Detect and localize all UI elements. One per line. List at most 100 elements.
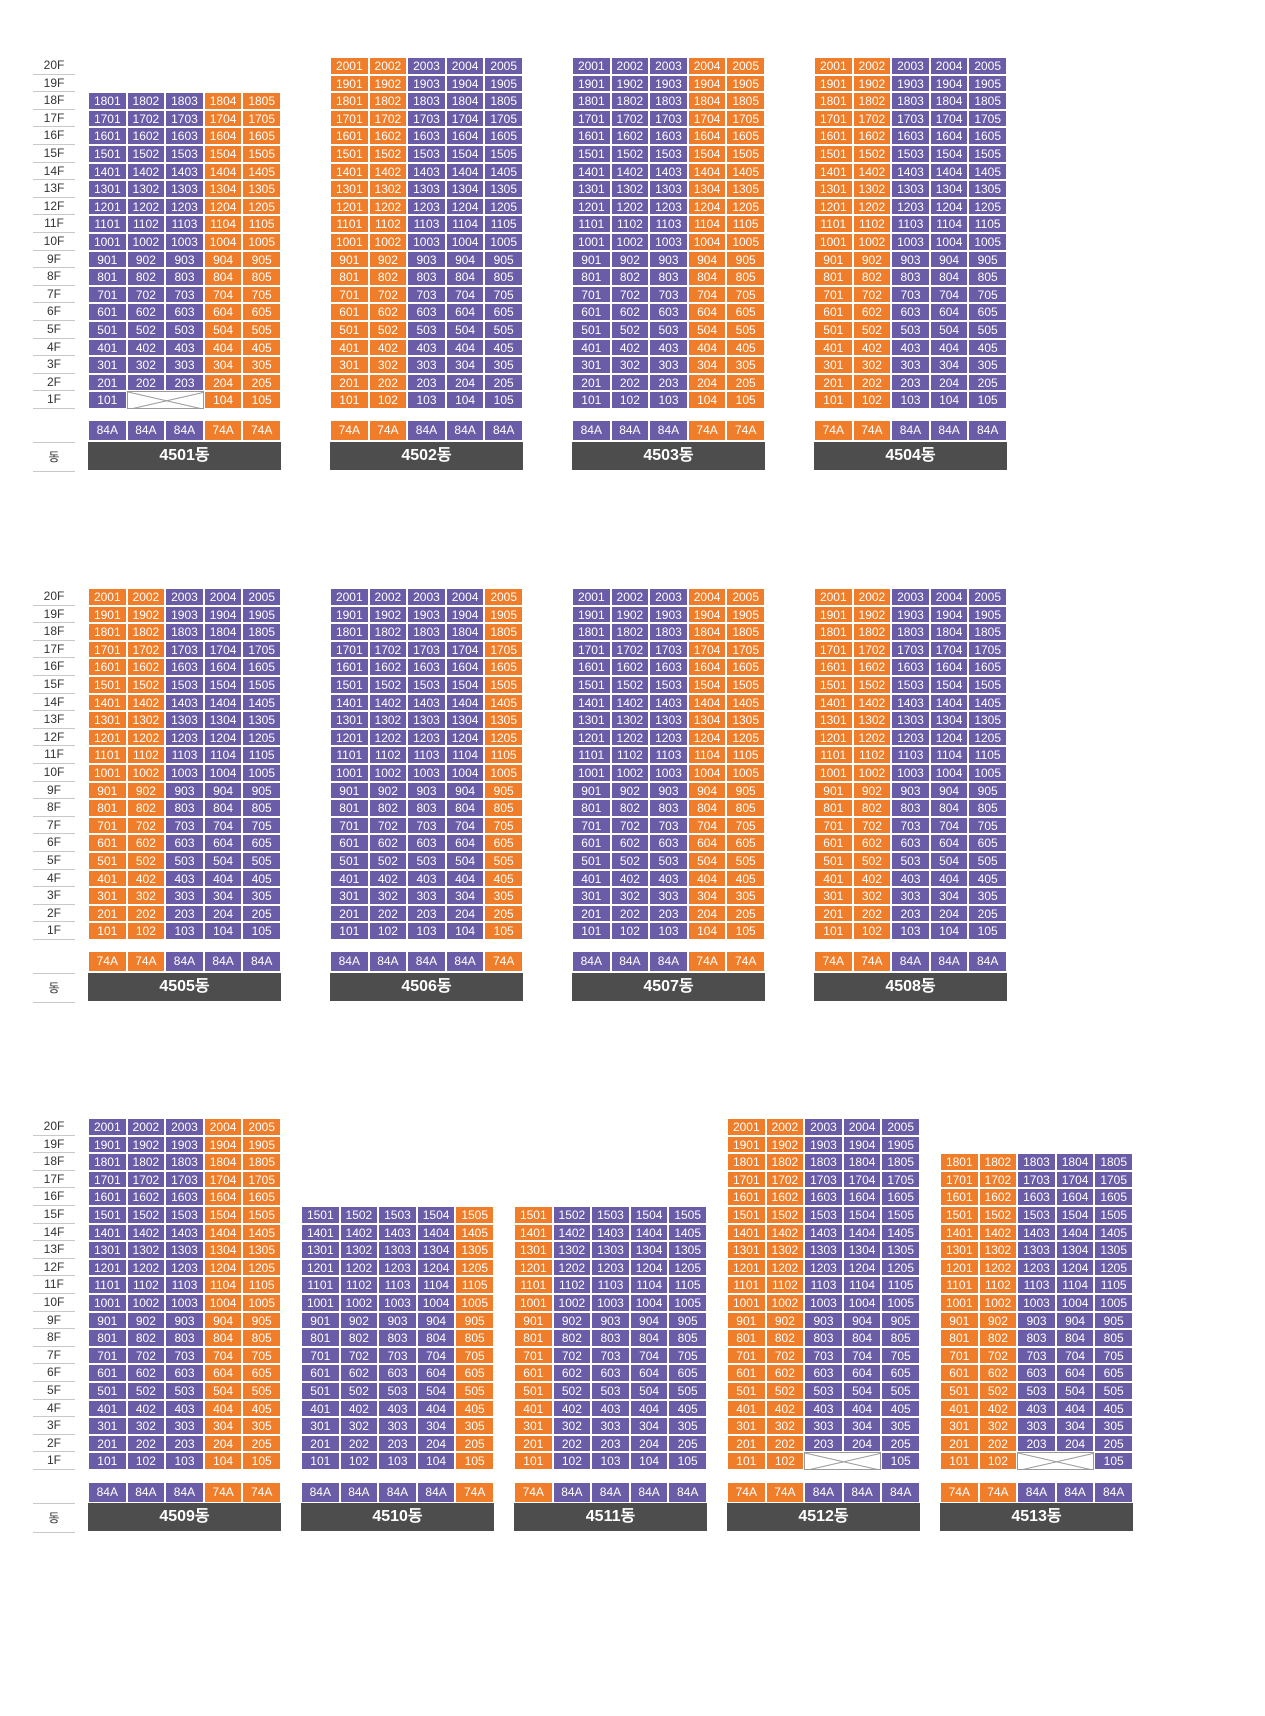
unit-cell[interactable]: 601 [814,303,853,321]
unit-cell[interactable]: 1005 [242,764,281,782]
unit-cell[interactable]: 1603 [649,658,688,676]
unit-cell[interactable]: 1702 [368,109,408,128]
unit-cell[interactable]: 1701 [814,640,853,659]
unit-cell[interactable]: 1102 [126,746,166,764]
unit-cell[interactable]: 1302 [765,1241,805,1259]
unit-cell[interactable]: 1402 [852,693,892,712]
unit-cell[interactable]: 1204 [445,728,485,747]
unit-cell[interactable]: 201 [814,373,853,392]
unit-cell[interactable]: 1905 [726,74,765,93]
unit-cell[interactable]: 1704 [929,640,969,659]
unit-cell[interactable]: 2005 [968,57,1007,75]
unit-cell[interactable]: 1003 [407,233,446,251]
unit-cell[interactable]: 1801 [572,623,611,641]
unit-cell[interactable]: 302 [852,887,892,905]
unit-cell[interactable]: 603 [165,834,204,852]
unit-cell[interactable]: 503 [649,852,688,870]
unit-cell[interactable]: 104 [687,391,727,409]
unit-cell[interactable]: 701 [572,816,611,835]
unit-cell[interactable]: 805 [1094,1329,1133,1347]
unit-cell[interactable]: 1301 [88,1241,127,1259]
unit-cell[interactable]: 1503 [591,1206,630,1224]
unit-cell[interactable]: 1004 [842,1294,882,1312]
unit-cell[interactable]: 101 [88,1452,127,1470]
unit-cell[interactable]: 205 [1094,1434,1133,1453]
unit-cell[interactable]: 1003 [891,233,930,251]
unit-cell[interactable]: 1803 [891,92,930,110]
unit-cell[interactable]: 804 [629,1329,669,1347]
unit-cell[interactable]: 904 [687,781,727,800]
unit-cell[interactable]: 1103 [165,1276,204,1294]
unit-cell[interactable]: 2004 [929,57,969,75]
unit-cell[interactable]: 302 [368,887,408,905]
unit-cell[interactable]: 802 [126,268,166,286]
unit-cell[interactable]: 2005 [726,588,765,606]
unit-cell[interactable]: 401 [330,338,369,357]
unit-cell[interactable]: 601 [727,1364,766,1382]
unit-cell[interactable]: 1504 [929,676,969,694]
unit-cell[interactable]: 404 [929,869,969,888]
unit-cell[interactable]: 1104 [203,746,243,764]
unit-cell[interactable]: 304 [445,356,485,374]
unit-cell[interactable]: 2003 [407,57,446,75]
unit-cell[interactable]: 704 [929,285,969,304]
unit-cell[interactable]: 602 [852,834,892,852]
unit-cell[interactable]: 2002 [765,1118,805,1136]
unit-cell[interactable]: 902 [852,781,892,800]
unit-cell[interactable]: 102 [852,922,892,940]
unit-cell[interactable]: 403 [804,1399,843,1418]
unit-cell[interactable]: 1903 [407,605,446,624]
unit-cell[interactable]: 1603 [891,127,930,145]
unit-cell[interactable]: 2003 [165,1118,204,1136]
unit-cell[interactable]: 1505 [242,676,281,694]
unit-cell[interactable]: 1601 [814,658,853,676]
unit-cell[interactable]: 505 [242,1382,281,1400]
unit-cell[interactable]: 1903 [804,1135,843,1154]
unit-cell[interactable]: 1603 [407,127,446,145]
unit-cell[interactable]: 2002 [126,588,166,606]
unit-cell[interactable]: 1305 [726,180,765,198]
unit-cell[interactable]: 1902 [852,605,892,624]
unit-cell[interactable]: 1705 [484,640,523,659]
unit-cell[interactable]: 1305 [968,711,1007,729]
unit-cell[interactable]: 502 [610,852,650,870]
unit-cell[interactable]: 1305 [242,1241,281,1259]
unit-cell[interactable]: 202 [852,373,892,392]
unit-cell[interactable]: 902 [339,1311,379,1330]
unit-cell[interactable]: 1705 [242,109,281,128]
unit-cell[interactable]: 202 [126,904,166,923]
unit-cell[interactable]: 1804 [687,623,727,641]
unit-cell[interactable]: 203 [407,373,446,392]
unit-cell[interactable]: 805 [726,268,765,286]
unit-cell[interactable]: 1601 [727,1188,766,1206]
unit-cell[interactable]: 905 [726,250,765,269]
unit-cell[interactable]: 904 [929,250,969,269]
unit-cell[interactable]: 104 [445,391,485,409]
unit-cell[interactable]: 2001 [572,588,611,606]
unit-cell[interactable]: 803 [165,799,204,817]
unit-cell[interactable]: 1701 [330,640,369,659]
unit-cell[interactable]: 105 [455,1452,494,1470]
unit-cell[interactable]: 702 [765,1346,805,1365]
unit-cell[interactable]: 303 [378,1417,417,1435]
unit-cell[interactable]: 1802 [126,92,166,110]
unit-cell[interactable]: 904 [416,1311,456,1330]
unit-cell[interactable]: 502 [126,321,166,339]
unit-cell[interactable]: 1001 [330,764,369,782]
unit-cell[interactable]: 1004 [929,764,969,782]
unit-cell[interactable]: 1903 [407,74,446,93]
unit-cell[interactable]: 304 [445,887,485,905]
unit-cell[interactable]: 405 [726,338,765,357]
unit-cell[interactable]: 101 [814,391,853,409]
unit-cell[interactable]: 101 [330,922,369,940]
unit-cell[interactable]: 504 [629,1382,669,1400]
unit-cell[interactable]: 1501 [330,676,369,694]
unit-cell[interactable]: 1504 [842,1206,882,1224]
unit-cell[interactable]: 901 [88,781,127,800]
unit-cell[interactable]: 1405 [968,162,1007,181]
unit-cell[interactable]: 904 [445,781,485,800]
unit-cell[interactable]: 1005 [968,764,1007,782]
unit-cell[interactable]: 601 [572,834,611,852]
unit-cell[interactable]: 1205 [242,1258,281,1277]
unit-cell[interactable]: 1804 [445,92,485,110]
